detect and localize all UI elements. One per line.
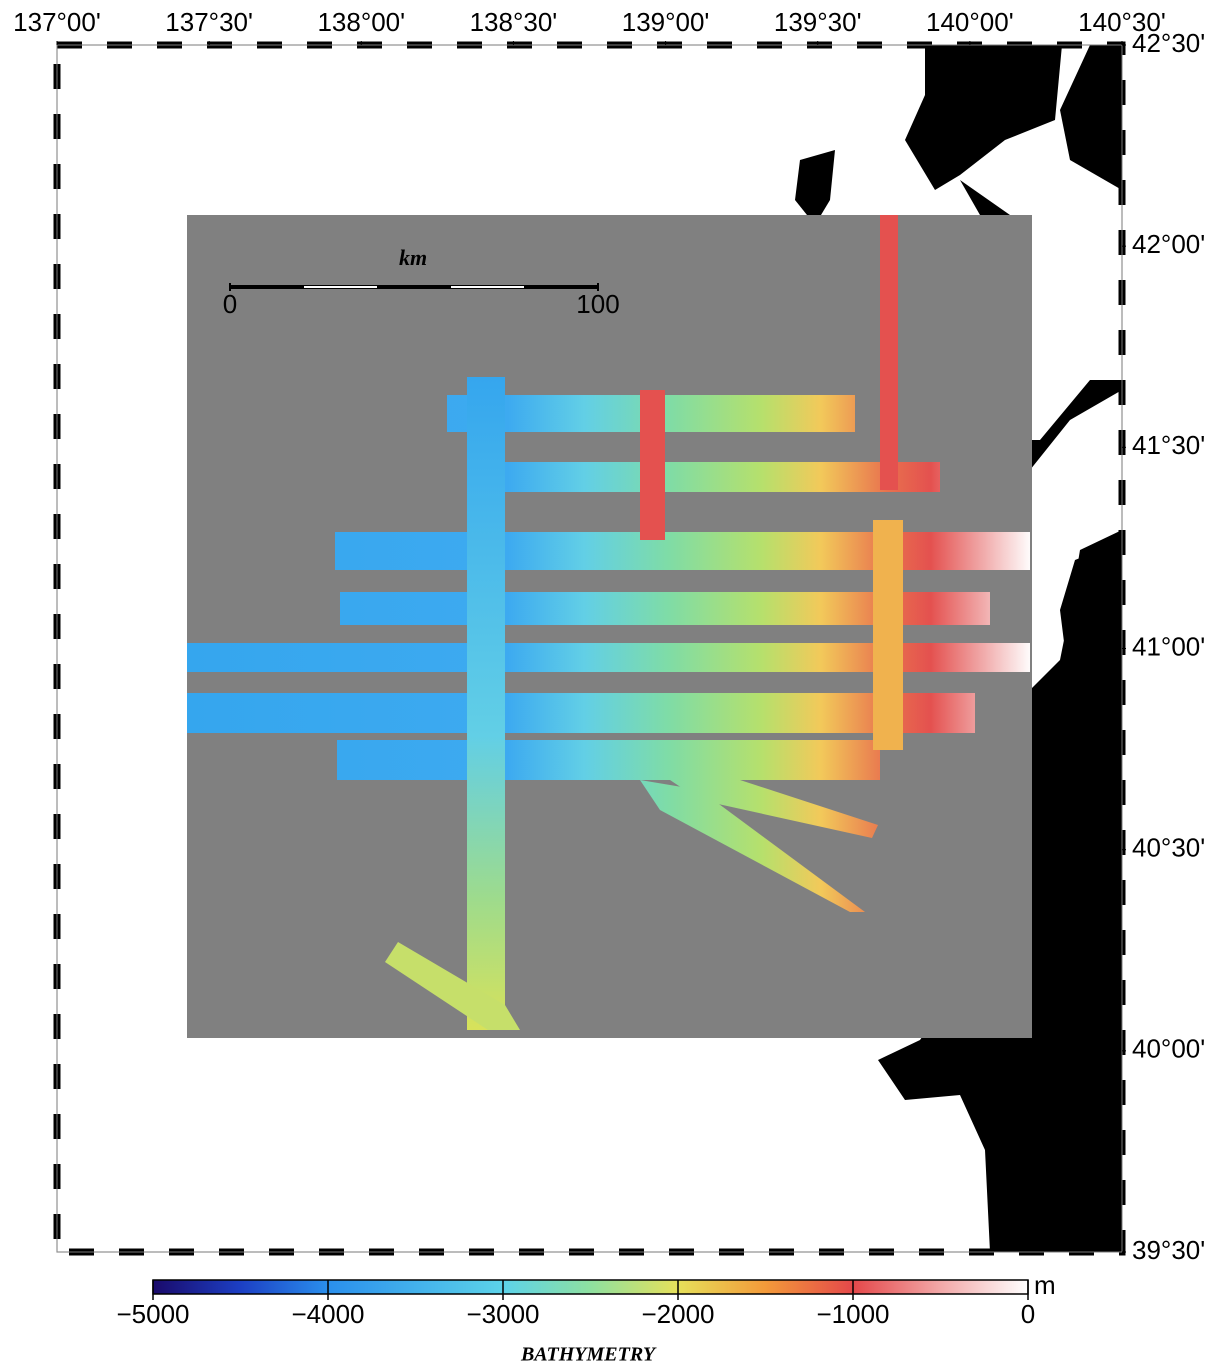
latitude-label: 42°30' [1132,28,1205,58]
colorbar-label: −5000 [116,1299,189,1329]
longitude-label: 138°30' [470,7,558,37]
survey-area [187,215,1032,1038]
longitude-label: 140°00' [926,7,1014,37]
latitude-label: 40°00' [1132,1034,1205,1064]
latitude-label: 41°00' [1132,631,1205,661]
colorbar [153,1280,1028,1294]
longitude-label: 138°00' [317,7,405,37]
colorbar-label: −3000 [466,1299,539,1329]
colorbar-unit: m [1034,1270,1056,1300]
scale-label: 100 [576,289,619,319]
colorbar-label: −1000 [816,1299,889,1329]
map: km m BATHYMETRY 137°00' 137°30' 138°00' 138… [0,0,1228,1366]
longitude-label: 139°30' [774,7,862,37]
scale-bar [230,285,598,289]
colorbar-label: −2000 [641,1299,714,1329]
longitude-label: 139°00' [622,7,710,37]
longitude-label: 137°30' [165,7,253,37]
colorbar-label: −4000 [291,1299,364,1329]
latitude-label: 40°30' [1132,833,1205,863]
colorbar-label: 0 [1021,1299,1035,1329]
latitude-label: 42°00' [1132,229,1205,259]
latitude-label: 39°30' [1132,1235,1205,1265]
page: km m BATHYMETRY 137°00' 137°30' 138°00' 138… [0,0,1228,1371]
scale-label: 0 [223,289,237,319]
longitude-label: 137°00' [13,7,101,37]
scale-unit: km [399,245,427,270]
colorbar-title: BATHYMETRY [520,1344,657,1366]
latitude-label: 41°30' [1132,430,1205,460]
